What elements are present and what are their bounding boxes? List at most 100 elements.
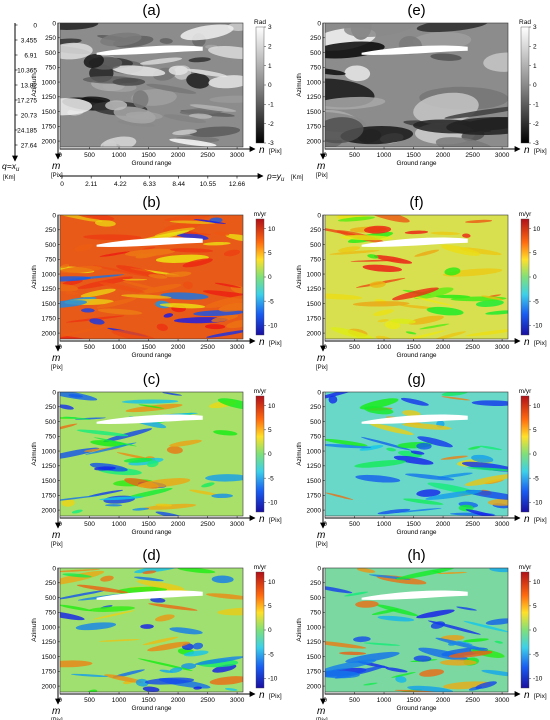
y-tick-label: 1250 [307,639,322,646]
colorbar-tick-label: -3 [268,140,274,147]
panel-b: (b)0 500 1000 1500 2000 2500 30000250500750100… [31,194,282,371]
colorbar-tick-label: 5 [268,250,272,257]
x-unit-label: [Pix] [534,693,547,700]
colorbar-tick-label: -10 [533,323,543,330]
y-tick-label: 1000 [307,79,322,86]
colorbar-unit: Rad [519,19,531,26]
x-tick-label: 2500 [200,344,215,351]
y-tick-label: 1000 [42,624,57,631]
panel-a: (a)0 500 1000 1500 2000 2500 30000250500750100… [31,2,282,179]
colorbar-tick-label: 0 [533,451,537,458]
y-tick-label: 500 [45,419,56,426]
colorbar-tick-label: -5 [533,651,539,658]
x-tick-label: 2500 [465,152,480,159]
y-tick-label: 1000 [307,271,322,278]
p-tick-label: 0 [60,181,64,188]
colorbar-tick-label: 10 [533,226,541,233]
colorbar-unit: Rad [254,19,266,26]
colorbar-tick-label: -10 [533,500,543,507]
y-tick-label: 2000 [307,683,322,690]
x-tick-label: 1500 [406,521,421,528]
x-tick-label: 0 [58,521,62,528]
plot-frame [324,567,509,693]
y-unit-label: [Pix] [51,365,63,371]
x-tick-label: 2500 [200,697,215,704]
y-var-label: m [317,530,325,541]
y-tick-label: 750 [45,610,56,617]
y-var-label: m [317,161,325,172]
colorbar [520,218,530,336]
x-unit-label: [Pix] [269,517,282,524]
x-var-label: n [259,690,265,701]
y-tick-label: 250 [45,227,56,234]
x-tick-label: 2000 [171,344,186,351]
y-tick-label: 1500 [42,654,57,661]
q-tick-label: 27.64 [21,142,38,149]
colorbar-tick-label: -10 [268,500,278,507]
y-tick-label: 750 [45,65,56,72]
q-tick-label: 13.82 [21,82,38,89]
y-tick-label: 500 [45,50,56,57]
colorbar-tick-label: -3 [533,140,539,147]
x-tick-label: 2500 [200,521,215,528]
x-unit-label: [Pix] [269,148,282,155]
no-data-region [96,237,203,247]
y-tick-label: 1000 [42,79,57,86]
y-tick-label: 250 [310,580,321,587]
p-tick-label: 6.33 [143,181,156,188]
x-axis-title: Ground range [131,160,171,167]
x-tick-label: 0 [58,697,62,704]
y-tick-label: 2000 [307,507,322,514]
y-axis-title: Azimuth [296,265,303,289]
x-tick-label: 3000 [230,697,245,704]
colorbar-tick-label: 10 [268,579,276,586]
x-var-label: n [259,514,265,525]
colorbar-tick-label: -10 [268,323,278,330]
x-tick-label: 2500 [465,521,480,528]
x-axis-title: Ground range [396,352,436,359]
x-axis-title: Ground range [131,705,171,712]
colorbar-tick-label: -5 [268,475,274,482]
no-data-region [361,590,468,600]
y-tick-label: 500 [310,595,321,602]
y-tick-label: 2000 [42,683,57,690]
colorbar [255,571,265,689]
x-var-label: n [524,337,530,348]
y-tick-label: 500 [45,595,56,602]
y-tick-label: 0 [52,20,56,27]
y-tick-label: 1500 [307,478,322,485]
y-tick-label: 1250 [307,94,322,101]
x-tick-label: 3000 [230,152,245,159]
panel-e: (e) 0 500 1000 1500 2000 2500 3000 0 250 500 750 100… [296,2,547,179]
x-tick-label: 1500 [406,344,421,351]
colorbar-tick-label: 5 [533,427,537,434]
x-tick-label: 1500 [141,521,156,528]
y-unit-label: [Pix] [51,718,63,720]
colorbar-tick-label: 0 [533,627,537,634]
y-tick-label: 1500 [307,301,322,308]
colorbar-tick-label: 5 [268,427,272,434]
colorbar-tick-label: 5 [268,603,272,610]
panel-label: (e) [407,2,425,19]
x-tick-label: 500 [349,152,360,159]
y-axis-title: Azimuth [31,73,38,97]
x-tick-label: 1500 [141,697,156,704]
heatmap-image [325,23,508,147]
colorbar-tick-label: 0 [268,627,272,634]
x-unit-label: [Pix] [534,340,547,347]
colorbar-unit: m/yr [254,388,267,395]
no-data-region [361,45,468,55]
panel-label: (b) [142,194,160,211]
y-tick-label: 1000 [307,448,322,455]
no-data-region [96,590,203,600]
y-tick-label: 1750 [307,316,322,323]
x-tick-label: 1000 [112,697,127,704]
y-tick-label: 2000 [307,330,322,337]
y-tick-label: 1250 [307,286,322,293]
colorbar-tick-label: 10 [268,403,276,410]
y-var-label: m [52,530,60,541]
colorbar-tick-label: 0 [268,274,272,281]
y-tick-label: 750 [310,65,321,72]
y-tick-label: 0 [317,212,321,219]
y-tick-label: 1750 [42,493,57,500]
